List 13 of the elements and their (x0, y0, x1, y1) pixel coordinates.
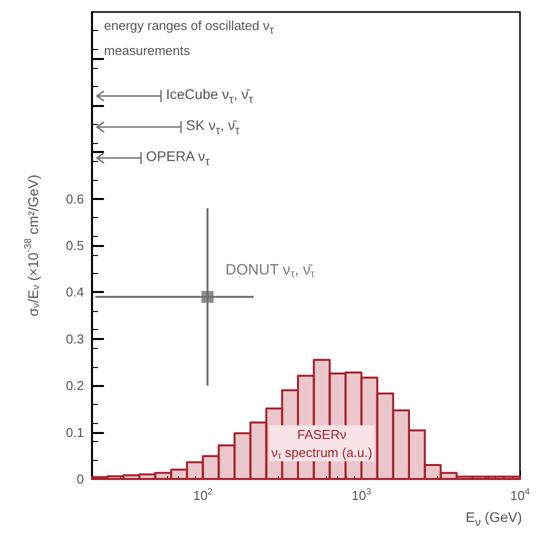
y-tick-label: 0.1 (66, 424, 84, 440)
annotation: IceCube ν$_{τ}$, ν̄$_{τ}$ (166, 86, 254, 106)
y-tick-label: 0.6 (66, 191, 84, 206)
annotation: SK ν$_{τ}$, ν̄$_{τ}$ (186, 117, 240, 137)
x-axis-title: E$_{ν}$ (GeV) (466, 509, 522, 529)
y-tick-label: 0.2 (66, 378, 84, 394)
text: energy ranges of oscillated ν$_{τ}$ measurements (104, 18, 274, 58)
y-axis-title: σν/Eν (×10-38 cm²/GeV) (23, 174, 42, 316)
y-tick-label: 0.3 (66, 331, 84, 346)
y-tick-label: 0 (76, 472, 84, 486)
y-tick-label: 0.5 (66, 238, 84, 253)
annotation: OPERA ν$_{τ}$ (146, 148, 210, 168)
y-tick-label: 0.4 (66, 284, 84, 300)
